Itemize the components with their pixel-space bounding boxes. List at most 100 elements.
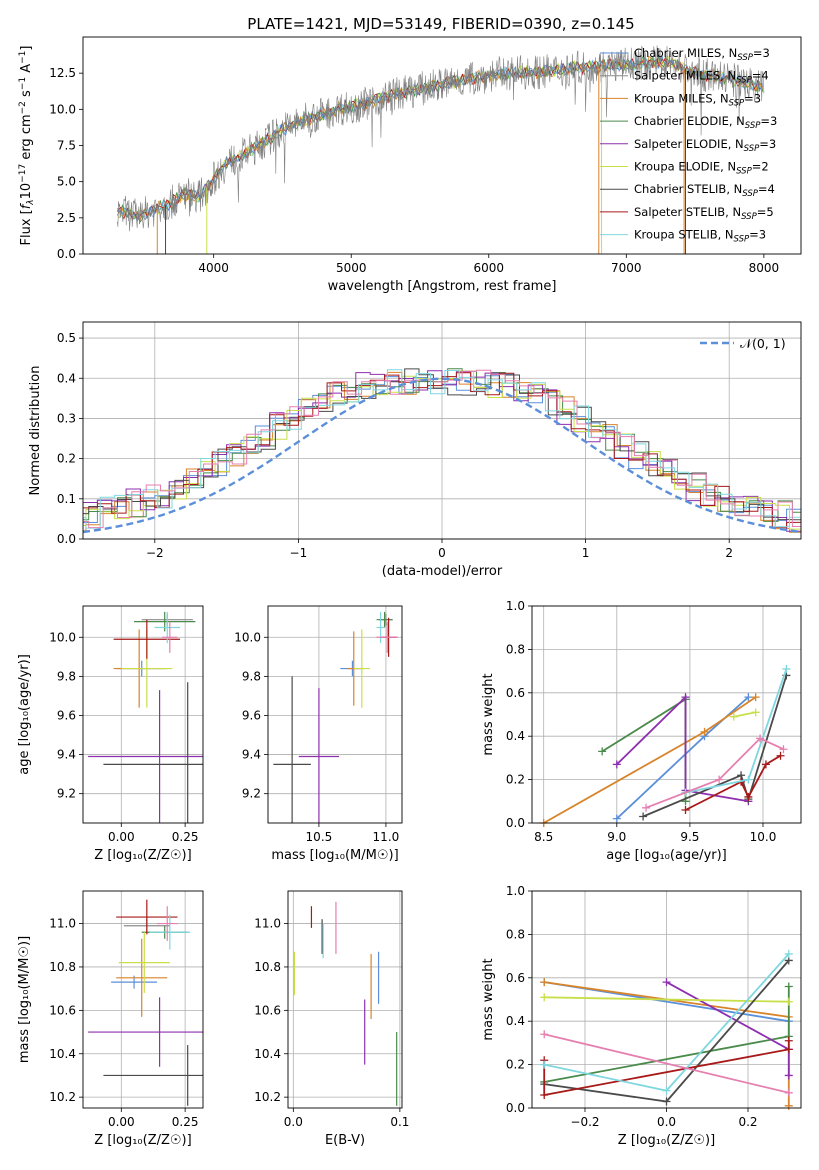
legend-label-main: Salpeter MILES, N [634, 69, 736, 83]
weight-marker [612, 814, 621, 823]
weight-marker [784, 1045, 793, 1054]
y-tick-label: 10.0 [234, 630, 261, 644]
y-tick-label: 0.2 [57, 452, 76, 466]
legend-label: Chabrier MILES, NSSP=3 [634, 46, 770, 63]
weight-marker [784, 1036, 793, 1045]
y-tick-label: 11.0 [254, 917, 281, 931]
legend-label-main: Chabrier STELIB, N [634, 182, 742, 196]
residual-panel: −2 −1 0 1 2 0.0 0.1 0.2 0.3 0.4 0.5 (data-model)/er… [28, 321, 802, 579]
legend-label: Salpeter STELIB, NSSP=5 [634, 205, 774, 222]
y-tick-label: 0.5 [57, 331, 76, 345]
legend-label: Chabrier STELIB, NSSP=4 [634, 182, 775, 199]
legend-label-tail: =4 [758, 182, 775, 196]
x-axis-label: Z [log₁₀(Z/Z☉)] [618, 1133, 715, 1148]
y-tick-label: 9.6 [57, 708, 76, 722]
y-tick-label: 0.2 [506, 1058, 525, 1072]
weight-marker [715, 775, 724, 784]
axes-frame [267, 605, 403, 824]
x-tick-label: 0.0 [657, 1115, 676, 1129]
axes-frame [82, 890, 204, 1109]
weight-marker [540, 978, 549, 987]
y-axis-label-part: 10 [19, 183, 34, 200]
y-axis-label: age [log₁₀(age/yr)] [17, 654, 32, 775]
y-tick-label: 0.6 [506, 686, 525, 700]
weight-marker [779, 745, 788, 754]
x-axis-label: age [log₁₀(age/yr)] [606, 848, 727, 863]
y-tick-label: 0.0 [506, 816, 525, 830]
legend-label-sub: SSP [736, 76, 752, 86]
legend-label-sub: SSP [744, 144, 760, 154]
y-tick-label: 9.6 [242, 708, 261, 722]
legend-label: Salpeter MILES, NSSP=4 [634, 69, 769, 86]
x-tick-label: 9.0 [607, 830, 626, 844]
y-tick-label: 0.8 [506, 642, 525, 656]
y-axis-label-part: λ [26, 199, 36, 205]
x-tick-label: 0.00 [108, 830, 135, 844]
y-tick-label: 0.0 [57, 532, 76, 546]
x-axis-label: wavelength [Angstrom, rest frame] [328, 279, 557, 294]
y-tick-label: 0.4 [506, 1014, 525, 1028]
weight-marker [784, 1088, 793, 1097]
x-tick-label: 2 [725, 546, 733, 560]
y-tick-label: 0.8 [506, 927, 525, 941]
legend-label-sub: SSP [745, 121, 761, 131]
legend-label-tail: =3 [760, 114, 777, 128]
x-tick-label: 0.2 [738, 1115, 757, 1129]
axes-frame [82, 605, 204, 824]
x-tick-label: 9.5 [680, 830, 699, 844]
y-tick-label: 10.8 [49, 960, 76, 974]
x-tick-label: 0.25 [172, 830, 199, 844]
figure-title: PLATE=1421, MJD=53149, FIBERID=0390, z=0… [247, 15, 634, 33]
observed-spectrum-line [117, 45, 765, 232]
weight-marker [784, 982, 793, 991]
y-tick-label: 0.4 [57, 371, 76, 385]
legend-label-main: Kroupa STELIB, N [634, 228, 734, 242]
axes-frame [82, 321, 802, 540]
normal-curve [82, 377, 802, 534]
legend-label-main: Kroupa ELODIE, N [634, 160, 736, 174]
x-tick-label: −1 [290, 546, 308, 560]
y-axis-label: mass weight [481, 673, 496, 755]
x-tick-label: 0.25 [172, 1115, 199, 1129]
y-tick-label: 5.0 [57, 175, 76, 189]
histogram-series [83, 368, 801, 521]
x-tick-label: 8.5 [534, 830, 553, 844]
weight-marker [598, 747, 607, 756]
y-tick-label: 10.4 [49, 1047, 76, 1061]
weight-series-line [642, 675, 788, 818]
x-tick-label: −0.2 [570, 1115, 599, 1129]
y-axis-label-part: Flux [ [19, 209, 34, 245]
weight-marker [751, 708, 760, 717]
y-tick-label: 1.0 [506, 884, 525, 898]
y-tick-label: 0.4 [506, 729, 525, 743]
y-axis-label: Normed distribution [28, 366, 43, 496]
legend-label-sub: SSP [736, 167, 752, 177]
weight-marker [784, 1101, 793, 1110]
y-tick-label: 12.5 [49, 66, 76, 80]
weight-marker [744, 693, 753, 702]
y-tick-label: 11.0 [49, 917, 76, 931]
y-tick-label: 10.4 [254, 1047, 281, 1061]
mass-vs-ebv-panel: 0.0 0.1 10.2 10.4 10.6 10.8 11.0 E(B-V) [254, 890, 409, 1148]
x-tick-label: 0.1 [390, 1115, 409, 1129]
legend-label-main: Salpeter STELIB, N [634, 205, 741, 219]
y-axis-label-part: s [19, 90, 34, 101]
y-tick-label: 10.6 [254, 1003, 281, 1017]
spectrum-panel: 4000 5000 6000 7000 8000 0.0 2.5 5.0 7.5 10.0 12.5… [18, 36, 802, 294]
weight-series-line [543, 1033, 790, 1094]
axes-frame [531, 605, 802, 824]
y-axis-label-part: ] [19, 46, 34, 51]
x-tick-label: 0 [438, 546, 446, 560]
legend-label-sub: SSP [734, 235, 750, 245]
weight-marker [681, 805, 690, 814]
legend-label-tail: =3 [749, 228, 766, 242]
x-tick-label: 4000 [198, 261, 229, 275]
legend-label-tail: =4 [752, 69, 769, 83]
axes-frame [287, 890, 403, 1109]
y-tick-label: 0.3 [57, 411, 76, 425]
age-vs-mass-panel: 10.5 11.0 9.2 9.4 9.6 9.8 10.0 mass [log₁₀(M/M☉… [234, 605, 403, 863]
y-tick-label: 9.4 [242, 748, 261, 762]
x-tick-label: 0.0 [284, 1115, 303, 1129]
